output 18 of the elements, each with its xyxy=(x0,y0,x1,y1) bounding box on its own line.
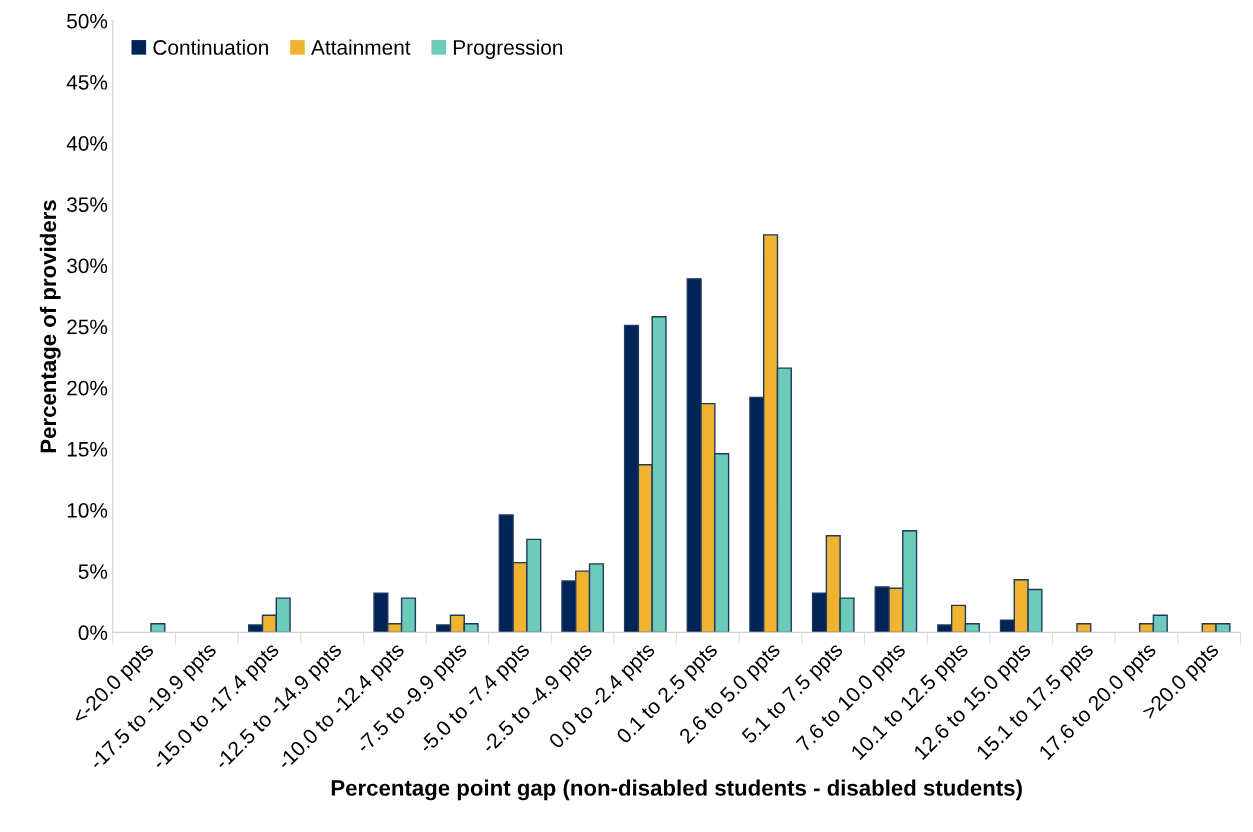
y-tick-label: 20% xyxy=(67,380,108,396)
y-tick-label: 45% xyxy=(66,75,108,90)
y-tick-label: 40% xyxy=(66,136,108,151)
y-tick-label: 25% xyxy=(67,319,108,335)
legend-label: Continuation xyxy=(153,39,268,55)
y-tick-label: 30% xyxy=(67,258,108,274)
legend-label: Progression xyxy=(453,39,563,59)
bar xyxy=(150,623,166,633)
legend-label: Attainment xyxy=(311,39,411,55)
bar xyxy=(1076,623,1092,633)
y-tick-label: 10% xyxy=(67,503,108,518)
y-axis-title: Percentage of providers xyxy=(39,200,61,453)
x-axis-title: Percentage point gap (non-disabled students - disabled students) xyxy=(331,779,1022,801)
y-tick-label: 35% xyxy=(67,197,108,213)
y-tick-label: 15% xyxy=(67,441,108,457)
y-tick-label: 5% xyxy=(78,564,108,579)
y-tick-label: 0% xyxy=(78,625,108,641)
y-tick-label: 50% xyxy=(67,13,108,29)
